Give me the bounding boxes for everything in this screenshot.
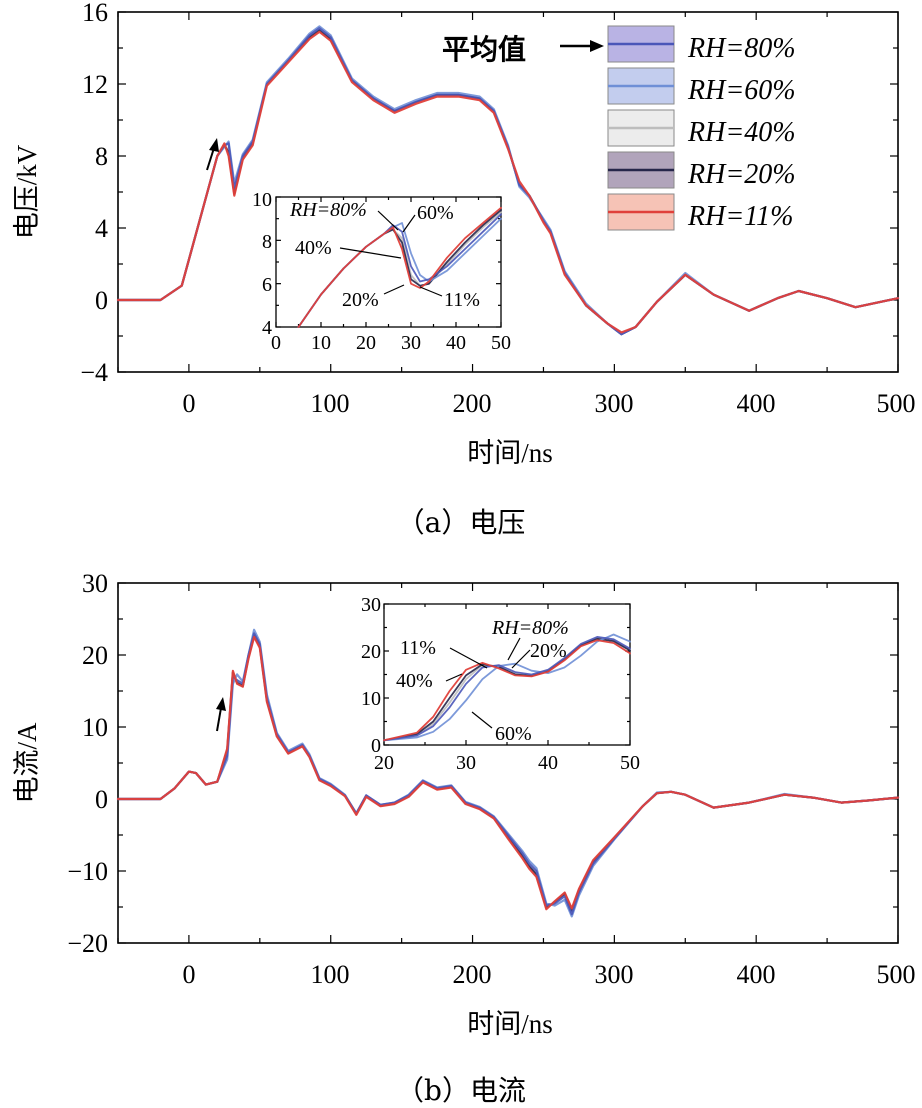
inset-a-label-11: 11% xyxy=(444,289,480,311)
legend-label: RH=40% xyxy=(687,117,796,148)
legend-label: RH=60% xyxy=(687,75,796,106)
panel-a-legend: 平均值 RH=80% RH=60% RH=40% RH=20% RH=11% xyxy=(442,25,796,232)
legend-arrow-head xyxy=(590,40,604,52)
panel-a-inset-ytick: 4 xyxy=(262,317,272,339)
panel-b-xtick-label: 100 xyxy=(311,960,350,989)
series-line-rh-11pct xyxy=(116,30,900,334)
series-line-rh-11pct xyxy=(383,639,631,742)
panel-b-ytick-label: 30 xyxy=(82,569,108,598)
panel-b-inset-lines xyxy=(383,633,631,742)
panel-b-inset-xtick: 40 xyxy=(538,752,558,774)
panel-b-ytick-label: −20 xyxy=(67,929,108,958)
inset-b-label-11: 11% xyxy=(400,637,436,659)
inset-a-label-60: 60% xyxy=(417,202,454,224)
panel-a-inset-ytick: 6 xyxy=(262,274,272,296)
panel-a-ytick-label: 0 xyxy=(95,286,108,315)
inset-a-label-20: 20% xyxy=(342,289,379,311)
panel-a-x-axis-title: 时间/ns xyxy=(467,438,553,468)
legend-label: RH=11% xyxy=(687,201,793,232)
panel-b-xtick-label: 0 xyxy=(183,960,196,989)
panel-a-tick-marks xyxy=(117,11,899,373)
inset-b-label-20: 20% xyxy=(530,640,567,662)
panel-b-xtick-label: 300 xyxy=(595,960,634,989)
panel-a-inset: 4 6 8 10 0 10 20 30 40 50 RH=80% 60% 40%… xyxy=(252,189,511,354)
panel-b-ytick-label: 0 xyxy=(95,785,108,814)
inset-b-label-80: RH=80% xyxy=(491,617,569,639)
panel-a-ytick-label: 4 xyxy=(95,214,108,243)
inset-a-leader-lines xyxy=(339,210,443,297)
panel-b-series-lines xyxy=(116,628,900,918)
panel-a-inset-xtick: 10 xyxy=(311,332,331,354)
inset-b-label-60: 60% xyxy=(495,723,532,745)
panel-b-inset-ytick: 10 xyxy=(361,688,381,710)
panel-a-inset-xtick: 40 xyxy=(446,332,466,354)
panel-b-inset-xtick: 20 xyxy=(374,752,394,774)
panel-a-xtick-label: 500 xyxy=(877,389,916,418)
inset-a-label-80: RH=80% xyxy=(289,199,367,221)
inset-a-label-40: 40% xyxy=(295,237,332,259)
panel-a-xtick-label: 200 xyxy=(453,389,492,418)
panel-b-x-axis-title: 时间/ns xyxy=(467,1009,553,1039)
panel-b-tick-marks xyxy=(117,582,899,944)
panel-b-current-chart: −20 −10 0 10 20 30 0 100 200 300 400 500… xyxy=(12,569,916,1107)
panel-b-inset-xtick: 30 xyxy=(456,752,476,774)
panel-a-inset-xtick: 50 xyxy=(491,332,511,354)
panel-b-ytick-label: 20 xyxy=(82,641,108,670)
panel-b-xtick-label: 400 xyxy=(737,960,776,989)
panel-a-ytick-label: 8 xyxy=(95,142,108,171)
panel-a-ytick-label: 16 xyxy=(82,0,108,27)
series-line-rh-11pct xyxy=(116,635,900,911)
panel-b-inset-xtick: 50 xyxy=(620,752,640,774)
legend-swatches xyxy=(607,25,675,231)
panel-a-series-lines xyxy=(116,25,900,336)
legend-mean-label: 平均值 xyxy=(442,33,526,66)
panel-a-xtick-label: 100 xyxy=(311,389,350,418)
panel-a-xtick-label: 300 xyxy=(595,389,634,418)
legend-label: RH=20% xyxy=(687,159,796,190)
series-line-rh-60pct xyxy=(383,633,631,742)
inset-b-leader-lines xyxy=(445,637,531,729)
panel-a-arrow-annotation xyxy=(206,138,219,171)
inset-b-label-40: 40% xyxy=(396,670,433,692)
panel-a-inset-xtick: 0 xyxy=(271,332,281,354)
panel-b-arrow-annotation xyxy=(216,697,226,732)
panel-a-inset-xtick: 20 xyxy=(356,332,376,354)
panel-b-inset-ytick: 0 xyxy=(371,735,381,757)
panel-a-inset-xtick: 30 xyxy=(401,332,421,354)
panel-b-caption: （b）电流 xyxy=(396,1074,526,1107)
panel-a-inset-ytick: 10 xyxy=(252,189,272,211)
panel-b-inset-ytick: 30 xyxy=(361,594,381,616)
panel-b-inset-ytick: 20 xyxy=(361,641,381,663)
panel-a-inset-lines xyxy=(297,206,502,328)
panel-b-xtick-label: 500 xyxy=(877,960,916,989)
panel-b-ytick-label: −10 xyxy=(67,857,108,886)
panel-b-xtick-label: 200 xyxy=(453,960,492,989)
panel-a-xtick-label: 0 xyxy=(183,389,196,418)
series-line-rh-11pct xyxy=(297,206,502,328)
panel-a-ytick-label: 12 xyxy=(82,70,108,99)
panel-a-voltage-chart: −4 0 4 8 12 16 0 100 200 300 400 500 时间/… xyxy=(12,0,916,539)
panel-a-inset-ytick: 8 xyxy=(262,231,272,253)
panel-a-ytick-label: −4 xyxy=(80,358,108,387)
panel-b-inset-frame xyxy=(383,603,631,746)
panel-a-y-axis-title: 电压/kV xyxy=(12,144,42,239)
panel-b-ytick-label: 10 xyxy=(82,713,108,742)
panel-b-inset: 0 10 20 30 20 30 40 50 RH=80% 11% 40% 20… xyxy=(361,594,640,774)
series-line-rh-80pct xyxy=(383,636,631,742)
panel-b-y-axis-title: 电流/A xyxy=(12,722,42,804)
panel-a-inset-ticks xyxy=(275,196,502,328)
panel-a-caption: （a）电压 xyxy=(397,506,526,539)
legend-label: RH=80% xyxy=(687,33,796,64)
panel-a-xtick-label: 400 xyxy=(737,389,776,418)
